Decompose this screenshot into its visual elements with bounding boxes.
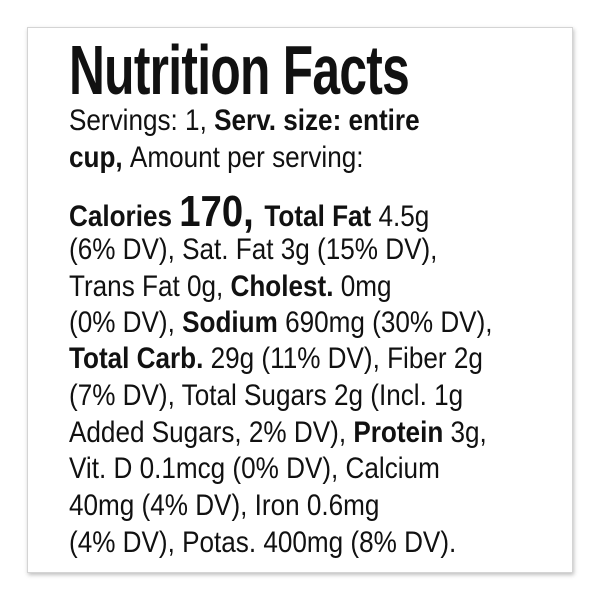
text: (0% DV), (69, 306, 183, 339)
text: 29g (11% DV), Fiber 2g (203, 342, 483, 375)
text-line: Total Carb. 29g (11% DV), Fiber 2g (69, 341, 483, 377)
text-line: cup, Amount per serving: (69, 140, 363, 176)
bold-text: Protein (353, 416, 444, 449)
text-line: (6% DV), Sat. Fat 3g (15% DV), (69, 232, 437, 268)
large-text: 170, (179, 187, 265, 236)
text: Added Sugars, 2% DV), (69, 416, 354, 449)
text: Amount per serving: (129, 141, 364, 174)
text: 4.5g (378, 200, 430, 233)
text: Trans Fat 0g, (69, 270, 231, 303)
text: Servings: 1, (69, 104, 215, 137)
text: 40mg (4% DV), Iron 0.6mg (69, 489, 380, 522)
bold-text: Total Fat (264, 200, 379, 233)
bold-text: Total Carb. (69, 342, 204, 375)
label-panel (27, 27, 573, 573)
bold-text: Cholest. (230, 270, 334, 303)
text-line: Added Sugars, 2% DV), Protein 3g, (69, 415, 487, 451)
text-line: Calories 170, Total Fat 4.5g (69, 190, 430, 235)
text-line: (0% DV), Sodium 690mg (30% DV), (69, 305, 493, 341)
text-line: Trans Fat 0g, Cholest. 0mg (69, 269, 391, 305)
text-line: (7% DV), Total Sugars 2g (Incl. 1g (69, 378, 463, 414)
text-line: (4% DV), Potas. 400mg (8% DV). (69, 525, 456, 561)
title: Nutrition Facts (69, 31, 410, 109)
text-line: Servings: 1, Serv. size: entire (69, 103, 420, 139)
text-line: 40mg (4% DV), Iron 0.6mg (69, 488, 379, 524)
bold-text: Sodium (182, 306, 278, 339)
bold-text: cup, (69, 141, 130, 174)
text: 0mg (333, 270, 392, 303)
text: (4% DV), Potas. 400mg (8% DV). (69, 526, 457, 559)
text: 3g, (443, 416, 487, 449)
bold-text: Serv. size: entire (214, 104, 420, 137)
text: (6% DV), Sat. Fat 3g (15% DV), (69, 233, 438, 266)
text: 690mg (30% DV), (277, 306, 493, 339)
text: (7% DV), Total Sugars 2g (Incl. 1g (69, 379, 464, 412)
text: Vit. D 0.1mcg (0% DV), Calcium (69, 452, 440, 485)
text-line: Vit. D 0.1mcg (0% DV), Calcium (69, 451, 440, 487)
bold-text: Calories (69, 200, 180, 233)
